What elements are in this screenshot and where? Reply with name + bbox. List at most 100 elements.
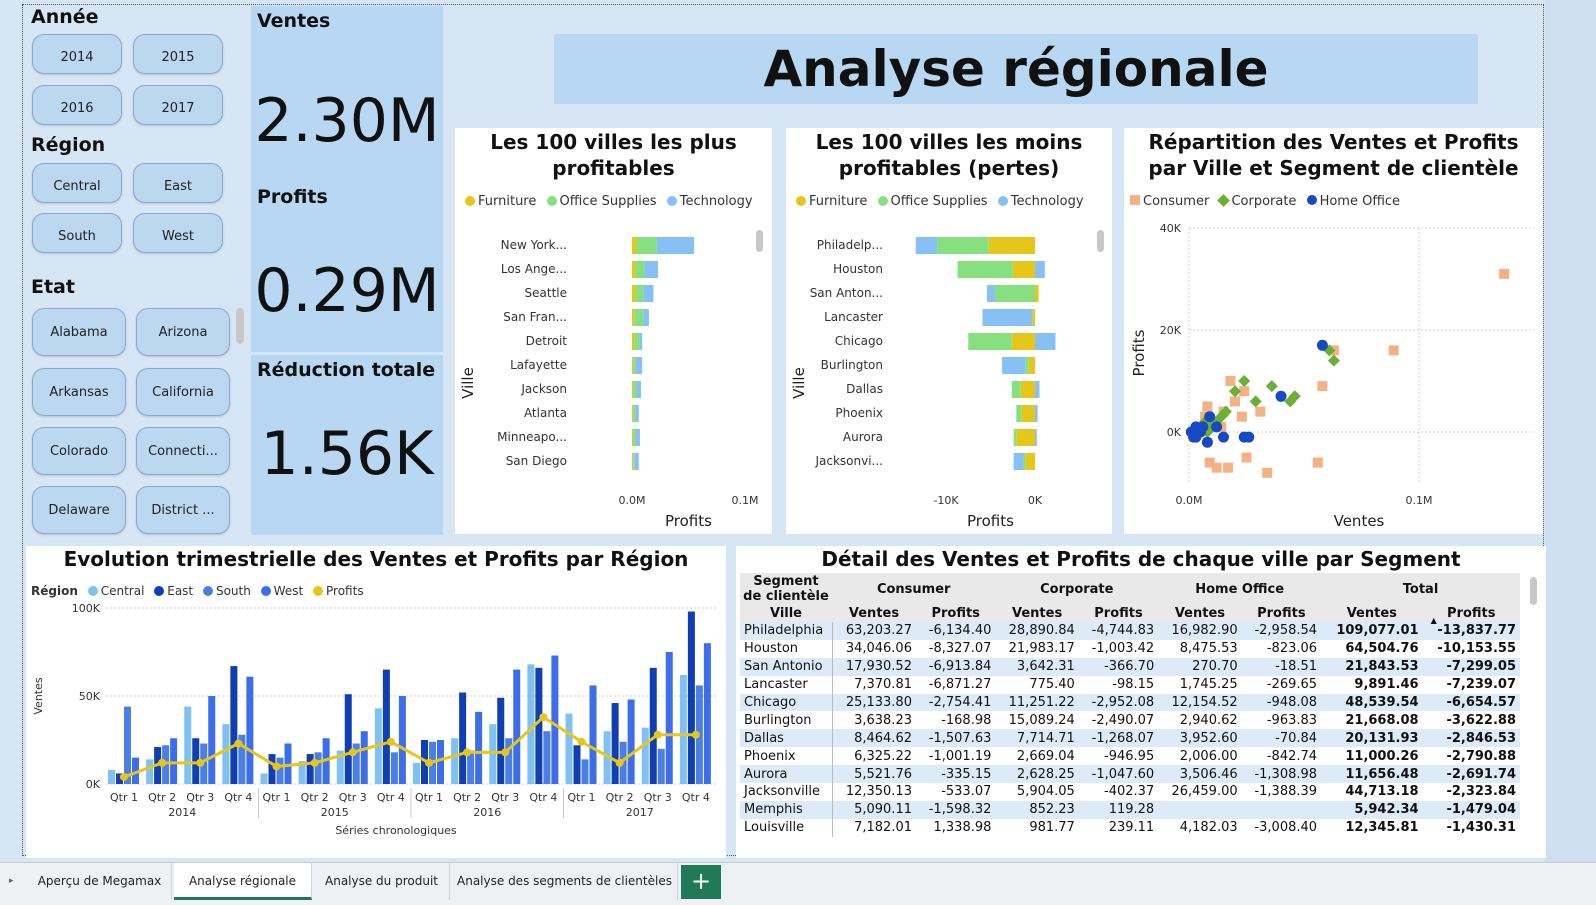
y-axis-title: Ville (459, 367, 477, 399)
value-cell: 239.11 (1108, 820, 1155, 836)
bar-segment-office-supplies (633, 405, 636, 422)
slicer-state-district[interactable]: District ... (136, 486, 230, 534)
point-home-office (1238, 431, 1250, 443)
col-corporate-profit[interactable]: Profits (1078, 605, 1159, 622)
tab-analyse-produit[interactable]: Analyse du produit (314, 863, 450, 900)
matrix-scrollbar[interactable] (1530, 577, 1537, 605)
state-slicer-scrollbar[interactable] (236, 308, 244, 344)
slicer-state-alabama[interactable]: Alabama (32, 308, 126, 356)
bar-segment-technology (639, 333, 643, 350)
y-axis-title: Ville (790, 367, 808, 399)
city-cell: Dallas (740, 729, 833, 748)
value-cell: -1,430.31 (1446, 820, 1516, 836)
table-row[interactable]: San Antonio 17,930.52 -6,913.84 3,642.31 -36… (740, 657, 1520, 676)
bar-central (222, 724, 230, 784)
col-corporate-sales[interactable]: Ventes (995, 605, 1079, 622)
value-cell: -1,268.07 (1078, 729, 1159, 748)
city-cell: Philadelphia (740, 622, 833, 640)
x-tick-quarter: Qtr 1 (415, 791, 443, 804)
slicer-region-west[interactable]: West (133, 213, 223, 253)
slicer-region-east[interactable]: East (133, 163, 223, 203)
table-row[interactable]: Houston 34,046.06 -8,327.07 21,983.17 -1,003… (740, 639, 1520, 658)
slicer-region-south[interactable]: South (32, 213, 122, 253)
table-row[interactable]: Aurora 5,521.76 -335.15 2,628.25 -1,047.60 3,… (740, 765, 1520, 784)
table-row[interactable]: Lancaster 7,370.81 -6,871.27 775.40 -98.15 1,… (740, 675, 1520, 694)
value-cell: -402.37 (1104, 784, 1155, 800)
value-cell: 270.70 (1158, 657, 1242, 676)
point-consumer (1241, 452, 1252, 463)
slicer-state-colorado[interactable]: Colorado (32, 427, 126, 475)
value-cell: 6,325.22 (854, 748, 912, 764)
bar-segment-technology (636, 381, 642, 398)
x-tick-quarter: Qtr 2 (301, 791, 329, 804)
slicer-year-2015[interactable]: 2015 (133, 34, 223, 74)
profits-point (310, 758, 319, 767)
slicer-region-central[interactable]: Central (32, 163, 122, 203)
bar-south (657, 748, 665, 784)
bottom-cities-card: Les 100 villes les moins profitables (pe… (786, 128, 1112, 534)
top-cities-scrollbar[interactable] (756, 230, 763, 252)
bar-south (314, 752, 322, 784)
profits-point (196, 758, 205, 767)
bar-central (451, 738, 459, 784)
slicer-year-2016[interactable]: 2016 (32, 85, 122, 125)
slicer-year-2014[interactable]: 2014 (32, 34, 122, 74)
tab-scroll-left-icon[interactable]: ▸ (9, 876, 14, 886)
table-row[interactable]: Jacksonville 12,350.13 -533.07 5,904.05 -402… (740, 783, 1520, 801)
matrix-head-total: Total (1321, 573, 1520, 605)
table-row[interactable]: Philadelphia 63,203.27 -6,134.40 28,890.84-… (740, 622, 1520, 640)
city-label: Dallas (846, 382, 883, 396)
bottom-cities-chart: Philadelp... Houston San Anton... Lancaster… (790, 237, 1056, 530)
city-label: Lafayette (510, 358, 567, 372)
table-row[interactable]: Phoenix 6,325.22 -1,001.19 2,669.04 -946.95 2… (740, 747, 1520, 766)
profits-point (158, 758, 167, 767)
x-axis-title: Profits (967, 512, 1014, 530)
point-consumer (1499, 268, 1510, 279)
tab-apercu[interactable]: Aperçu de Megamax (28, 863, 172, 900)
point-home-office (1211, 421, 1223, 433)
x-tick-quarter: Qtr 2 (148, 791, 176, 804)
bottom-cities-scrollbar[interactable] (1097, 230, 1104, 252)
slicer-state-connecticut[interactable]: Connecti... (136, 427, 230, 475)
trend-legend: Région Central East South West Profits (31, 584, 364, 598)
col-total-profit[interactable]: Profits ▲ (1422, 605, 1520, 625)
col-home-profit[interactable]: Profits (1241, 605, 1322, 622)
bar-segment-technology (643, 309, 649, 326)
legend-technology: Technology (679, 194, 753, 209)
col-consumer-profit[interactable]: Profits (915, 605, 996, 622)
slicer-state-arizona[interactable]: Arizona (136, 308, 230, 356)
legend-furniture: Furniture (809, 194, 868, 209)
value-cell: 11,656.48 (1321, 765, 1423, 784)
value-cell: -6,134.40 (915, 622, 996, 640)
col-home-sales[interactable]: Ventes (1158, 605, 1242, 622)
col-consumer-sales[interactable]: Ventes (832, 605, 916, 622)
table-row[interactable]: Burlington 3,638.23 -168.98 15,089.24 -2,490… (740, 711, 1520, 730)
value-cell: -7,299.05 (1422, 657, 1520, 676)
table-row[interactable]: Louisville 7,182.01 1,338.98 981.77 239.11 4,… (740, 818, 1520, 837)
tab-analyse-segments[interactable]: Analyse des segments de clientèles (452, 863, 678, 900)
bar-segment-office-supplies (634, 333, 640, 350)
slicer-state-california[interactable]: California (136, 368, 230, 416)
slicer-state-delaware[interactable]: Delaware (32, 486, 126, 534)
col-total-sales[interactable]: Ventes (1321, 605, 1423, 622)
bar-segment-technology (915, 237, 938, 254)
table-row[interactable]: Chicago 25,133.80 -2,754.41 11,251.22 -2,952… (740, 693, 1520, 712)
bar-segment-technology (644, 261, 658, 278)
point-corporate (1284, 395, 1297, 408)
bar-south (390, 752, 398, 784)
bar-west (360, 731, 368, 784)
bar-segment-furniture (1025, 453, 1035, 470)
table-row[interactable]: Memphis 5,090.11 -1,598.32 852.23 119.28 5,94… (740, 800, 1520, 819)
value-cell: -2,952.08 (1078, 693, 1159, 712)
slicer-state-arkansas[interactable]: Arkansas (32, 368, 126, 416)
value-cell: -13,837.77 (1422, 622, 1520, 640)
slicer-year-2017[interactable]: 2017 (133, 85, 223, 125)
bar-segment-furniture (632, 261, 636, 278)
table-row[interactable]: Dallas 8,464.62 -1,507.63 7,714.71 -1,268.07… (740, 729, 1520, 748)
tab-analyse-regionale[interactable]: Analyse régionale (174, 863, 312, 900)
plus-icon[interactable]: + (681, 865, 721, 899)
bar-central (260, 773, 268, 784)
value-cell: -18.51 (1241, 657, 1322, 676)
bar-segment-office-supplies (635, 261, 645, 278)
legend-east-swatch (154, 586, 165, 596)
